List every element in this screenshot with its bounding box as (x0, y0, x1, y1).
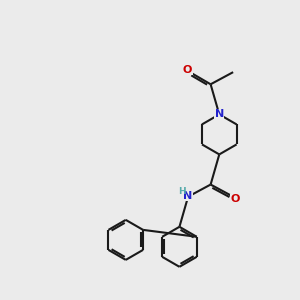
Text: O: O (231, 194, 240, 204)
Text: H: H (178, 187, 186, 196)
Text: N: N (215, 110, 224, 119)
Text: O: O (183, 65, 192, 75)
Text: N: N (184, 190, 193, 201)
